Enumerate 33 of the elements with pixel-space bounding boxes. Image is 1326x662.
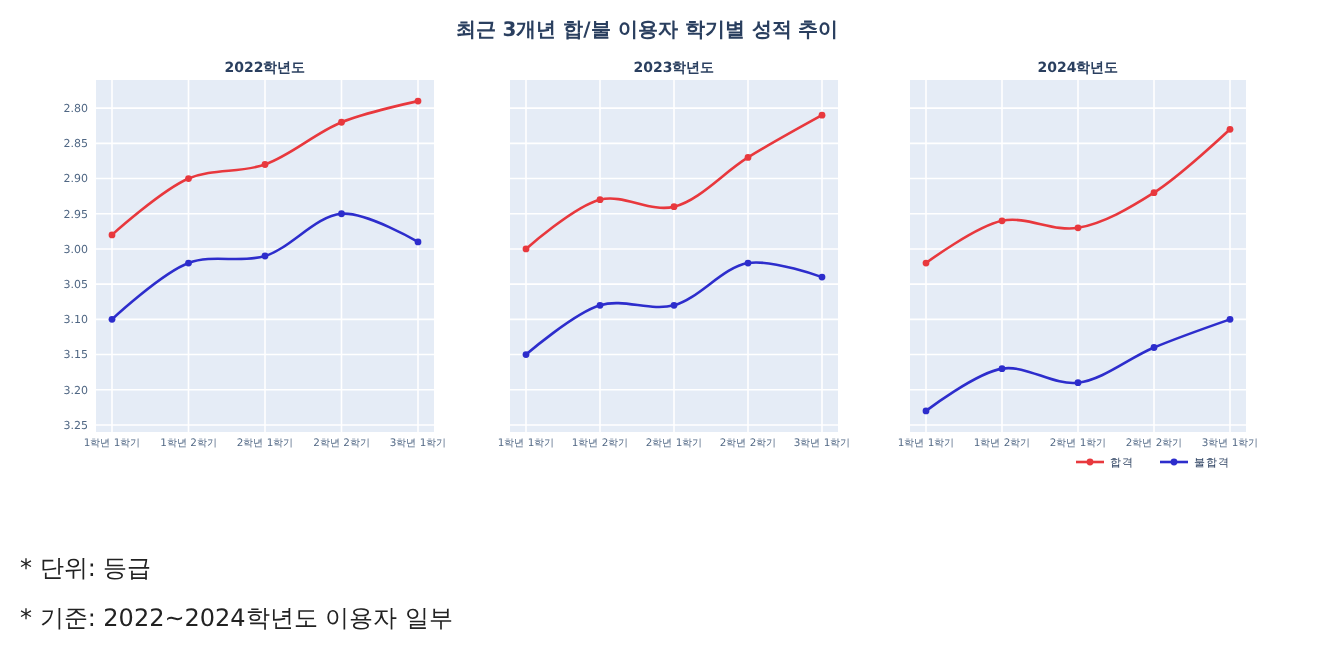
point bbox=[596, 196, 604, 204]
point bbox=[998, 365, 1006, 373]
point bbox=[1150, 344, 1158, 351]
point bbox=[185, 175, 192, 182]
point bbox=[670, 301, 678, 309]
point bbox=[922, 259, 930, 267]
point bbox=[108, 315, 116, 323]
point bbox=[1150, 189, 1158, 197]
point bbox=[1074, 224, 1082, 232]
point bbox=[998, 217, 1006, 225]
point bbox=[922, 407, 930, 415]
point bbox=[1074, 379, 1082, 387]
point bbox=[744, 154, 752, 161]
point bbox=[261, 161, 269, 168]
point bbox=[1226, 315, 1234, 323]
point bbox=[108, 231, 116, 239]
point bbox=[522, 245, 530, 253]
text: * 단위: 등급 bbox=[20, 554, 152, 582]
point bbox=[670, 203, 678, 211]
point bbox=[1226, 125, 1234, 133]
point bbox=[414, 238, 422, 246]
point bbox=[818, 111, 826, 119]
point bbox=[338, 210, 345, 218]
point bbox=[818, 273, 826, 281]
point bbox=[338, 118, 345, 126]
point bbox=[185, 259, 192, 267]
point bbox=[596, 301, 604, 309]
point bbox=[522, 351, 530, 358]
text: * 기준: 2022~2024학년도 이용자 일부 bbox=[20, 604, 453, 632]
text: 최근 3개년 합/불 이용자 학기별 성적 추이 bbox=[455, 20, 839, 42]
point bbox=[261, 252, 269, 260]
point bbox=[744, 259, 752, 267]
point bbox=[414, 97, 422, 105]
